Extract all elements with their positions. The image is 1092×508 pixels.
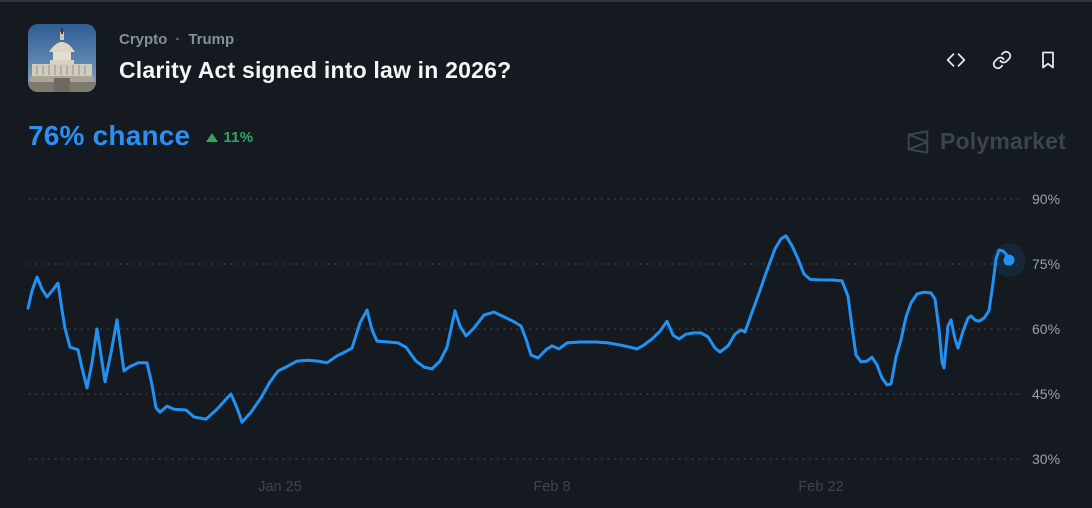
up-arrow-icon: [206, 132, 219, 142]
bookmark-icon: [1042, 51, 1054, 69]
x-axis-label: Feb 22: [798, 479, 843, 495]
price-delta: 11%: [206, 129, 253, 146]
x-axis-label: Feb 8: [533, 479, 570, 495]
y-axis-label: 60%: [1032, 321, 1060, 337]
y-axis-label: 30%: [1032, 451, 1060, 467]
copy-link-button[interactable]: [992, 50, 1012, 70]
delta-value: 11%: [223, 128, 254, 146]
breadcrumb: Crypto · Trump: [119, 31, 511, 49]
header-actions: [946, 50, 1058, 70]
top-border: [0, 0, 1092, 2]
embed-code-icon: [946, 53, 966, 67]
polymarket-watermark: Polymarket: [905, 128, 1066, 155]
current-point-dot: [1003, 254, 1015, 266]
market-title: Clarity Act signed into law in 2026?: [119, 57, 512, 83]
breadcrumb-item-trump[interactable]: Trump: [188, 31, 235, 48]
breadcrumb-separator: ·: [175, 31, 181, 48]
breadcrumb-item-crypto[interactable]: Crypto: [119, 31, 168, 48]
chance-row: 76% chance 11%: [28, 120, 253, 152]
chance-value: 76% chance: [28, 120, 191, 151]
polymarket-logo-icon: [907, 129, 929, 154]
polymarket-watermark-text: Polymarket: [939, 128, 1066, 154]
x-axis-label: Jan 25: [258, 479, 302, 495]
copy-link-icon: [992, 50, 1012, 70]
y-axis-label: 90%: [1032, 191, 1060, 207]
bookmark-button[interactable]: [1038, 50, 1058, 70]
price-line: [26, 234, 1011, 424]
capitol-image: [28, 24, 96, 92]
market-avatar: [28, 24, 96, 92]
y-axis-label: 45%: [1032, 386, 1060, 402]
y-axis-label: 75%: [1032, 256, 1060, 272]
header-text-block: Crypto · Trump Clarity Act signed into l…: [119, 31, 511, 84]
embed-code-button[interactable]: [946, 50, 966, 70]
